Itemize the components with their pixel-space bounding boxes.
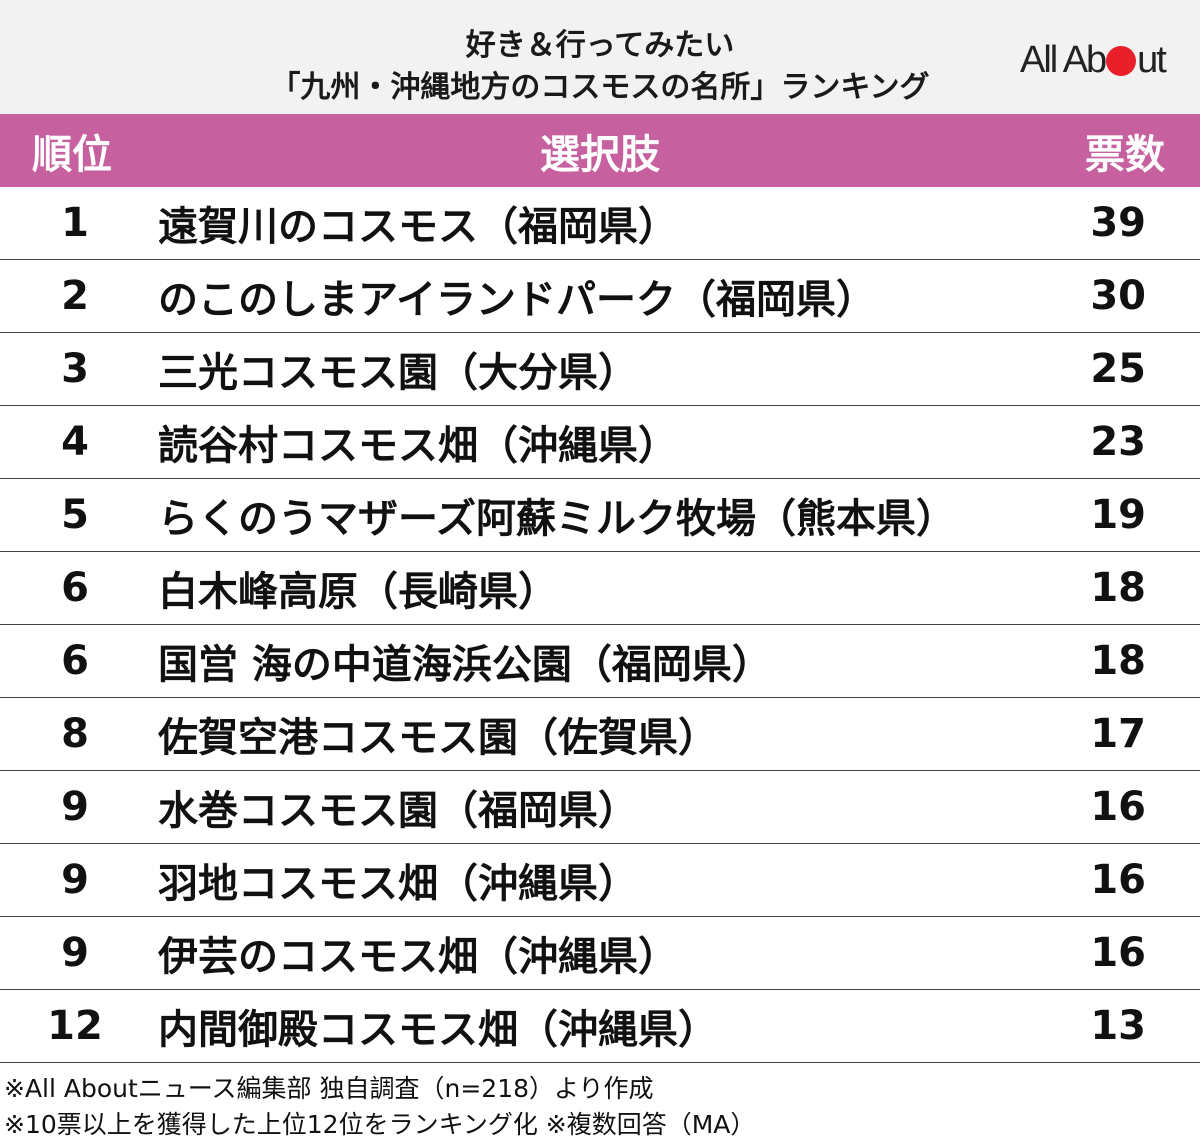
table-row: 12 内間御殿コスモス畑（沖縄県） 13	[0, 989, 1200, 1063]
title-header: 好き＆行ってみたい 「九州・沖縄地方のコスモスの名所」ランキング All Ab u…	[0, 0, 1200, 114]
choice-cell: 伊芸のコスモス畑（沖縄県）	[150, 916, 1050, 990]
rank-cell: 6	[0, 624, 150, 698]
choice-cell: 白木峰高原（長崎県）	[150, 551, 1050, 625]
table-row: 5 らくのうマザーズ阿蘇ミルク牧場（熊本県） 19	[0, 478, 1200, 552]
footnotes: ※All Aboutニュース編集部 独自調査（n=218）より作成 ※10票以上…	[4, 1071, 755, 1143]
column-header-choice: 選択肢	[150, 114, 1050, 187]
rank-cell: 3	[0, 332, 150, 406]
votes-cell: 16	[1050, 843, 1200, 917]
table-row: 1 遠賀川のコスモス（福岡県） 39	[0, 187, 1200, 260]
votes-cell: 19	[1050, 478, 1200, 552]
choice-cell: 羽地コスモス畑（沖縄県）	[150, 843, 1050, 917]
choice-cell: 佐賀空港コスモス園（佐賀県）	[150, 697, 1050, 771]
choice-cell: 水巻コスモス園（福岡県）	[150, 770, 1050, 844]
choice-cell: 国営 海の中道海浜公園（福岡県）	[150, 624, 1050, 698]
rank-cell: 4	[0, 405, 150, 479]
votes-cell: 16	[1050, 770, 1200, 844]
votes-cell: 16	[1050, 916, 1200, 990]
rank-cell: 9	[0, 770, 150, 844]
choice-cell: 遠賀川のコスモス（福岡県）	[150, 187, 1050, 260]
column-header-votes: 票数	[1050, 114, 1200, 187]
rank-cell: 1	[0, 187, 150, 260]
choice-cell: 三光コスモス園（大分県）	[150, 332, 1050, 406]
table-row: 9 水巻コスモス園（福岡県） 16	[0, 770, 1200, 844]
votes-cell: 18	[1050, 624, 1200, 698]
table-row: 9 羽地コスモス畑（沖縄県） 16	[0, 843, 1200, 917]
chart-title-line-2: 「九州・沖縄地方のコスモスの名所」ランキング	[270, 70, 930, 105]
votes-cell: 23	[1050, 405, 1200, 479]
logo-text-after: ut	[1137, 38, 1167, 81]
footnote-method: ※10票以上を獲得した上位12位をランキング化 ※複数回答（MA）	[4, 1110, 756, 1139]
rank-cell: 8	[0, 697, 150, 771]
ranking-table: 順位 選択肢 票数 1 遠賀川のコスモス（福岡県） 39 2 のこのしまアイランドパーク…	[0, 114, 1200, 1063]
choice-cell: 内間御殿コスモス畑（沖縄県）	[150, 989, 1050, 1063]
table-row: 6 白木峰高原（長崎県） 18	[0, 551, 1200, 625]
rank-cell: 5	[0, 478, 150, 552]
table-header-row: 順位 選択肢 票数	[0, 114, 1200, 187]
votes-cell: 30	[1050, 259, 1200, 333]
logo-dot-icon	[1106, 46, 1137, 76]
votes-cell: 18	[1050, 551, 1200, 625]
table-row: 4 読谷村コスモス畑（沖縄県） 23	[0, 405, 1200, 479]
votes-cell: 13	[1050, 989, 1200, 1063]
rank-cell: 9	[0, 916, 150, 990]
chart-title-line-1: 好き＆行ってみたい	[465, 28, 735, 63]
votes-cell: 25	[1050, 332, 1200, 406]
table-row: 9 伊芸のコスモス畑（沖縄県） 16	[0, 916, 1200, 990]
rank-cell: 6	[0, 551, 150, 625]
table-row: 3 三光コスモス園（大分県） 25	[0, 332, 1200, 406]
column-header-rank: 順位	[0, 114, 150, 187]
table-row: 6 国営 海の中道海浜公園（福岡県） 18	[0, 624, 1200, 698]
table-body: 1 遠賀川のコスモス（福岡県） 39 2 のこのしまアイランドパーク（福岡県） 30 3 三光…	[0, 187, 1200, 1063]
choice-cell: らくのうマザーズ阿蘇ミルク牧場（熊本県）	[150, 478, 1050, 552]
footnote-source: ※All Aboutニュース編集部 独自調査（n=218）より作成	[4, 1074, 654, 1103]
rank-cell: 9	[0, 843, 150, 917]
choice-cell: のこのしまアイランドパーク（福岡県）	[150, 259, 1050, 333]
rank-cell: 12	[0, 989, 150, 1063]
votes-cell: 39	[1050, 187, 1200, 260]
all-about-logo: All Ab ut	[1020, 38, 1167, 82]
table-row: 8 佐賀空港コスモス園（佐賀県） 17	[0, 697, 1200, 771]
votes-cell: 17	[1050, 697, 1200, 771]
table-row: 2 のこのしまアイランドパーク（福岡県） 30	[0, 259, 1200, 333]
logo-text-before: All Ab	[1020, 38, 1107, 81]
choice-cell: 読谷村コスモス畑（沖縄県）	[150, 405, 1050, 479]
rank-cell: 2	[0, 259, 150, 333]
